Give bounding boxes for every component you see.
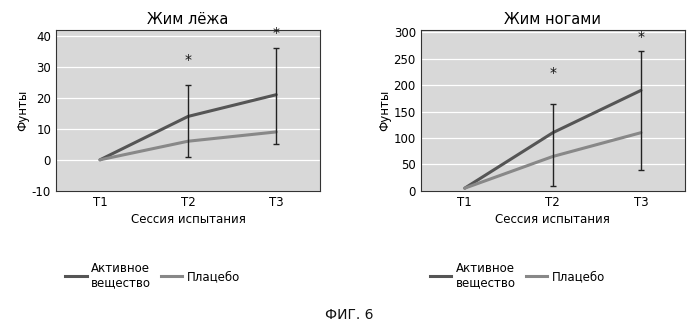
Text: ФИГ. 6: ФИГ. 6 xyxy=(325,308,374,322)
Text: *: * xyxy=(637,30,644,44)
Text: *: * xyxy=(273,26,280,40)
Y-axis label: Фунты: Фунты xyxy=(377,89,391,131)
X-axis label: Сессия испытания: Сессия испытания xyxy=(131,213,245,226)
X-axis label: Сессия испытания: Сессия испытания xyxy=(496,213,610,226)
Title: Жим ногами: Жим ногами xyxy=(505,12,601,27)
Text: *: * xyxy=(185,53,192,67)
Title: Жим лёжа: Жим лёжа xyxy=(147,12,229,27)
Legend: Активное
вещество, Плацебо: Активное вещество, Плацебо xyxy=(62,258,243,293)
Text: *: * xyxy=(549,66,556,80)
Y-axis label: Фунты: Фунты xyxy=(16,89,29,131)
Legend: Активное
вещество, Плацебо: Активное вещество, Плацебо xyxy=(426,258,608,293)
